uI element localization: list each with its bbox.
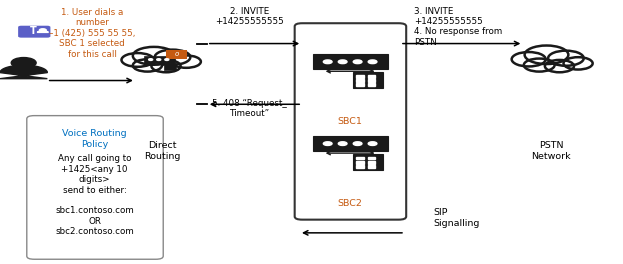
Text: SBC1: SBC1 [338, 117, 363, 126]
Bar [356, 157, 364, 159]
Bar [368, 83, 375, 86]
FancyBboxPatch shape [166, 50, 187, 59]
Circle shape [338, 142, 347, 145]
Circle shape [353, 142, 362, 145]
Bar [356, 161, 364, 164]
Bar [356, 165, 364, 168]
Bar [368, 157, 375, 159]
Circle shape [151, 60, 181, 72]
FancyBboxPatch shape [353, 154, 383, 170]
Text: 3. INVITE
+14255555555
4. No response from
PSTN: 3. INVITE +14255555555 4. No response fr… [414, 7, 503, 47]
Text: SIP
Signalling: SIP Signalling [433, 208, 479, 228]
Circle shape [149, 59, 153, 60]
Text: Direct
Routing: Direct Routing [144, 141, 180, 161]
Polygon shape [37, 31, 49, 32]
FancyBboxPatch shape [164, 63, 176, 70]
FancyBboxPatch shape [18, 26, 50, 38]
Circle shape [548, 51, 584, 66]
Text: 2. INVITE
+14255555555: 2. INVITE +14255555555 [215, 7, 283, 26]
Bar [356, 83, 364, 86]
FancyBboxPatch shape [313, 54, 388, 69]
FancyBboxPatch shape [313, 136, 388, 151]
Bar [368, 161, 375, 164]
Circle shape [157, 59, 161, 60]
Circle shape [323, 142, 332, 145]
Polygon shape [0, 65, 47, 79]
Circle shape [133, 47, 175, 65]
Circle shape [525, 45, 568, 64]
Circle shape [172, 55, 201, 68]
Text: PSTN
Network: PSTN Network [531, 141, 571, 161]
FancyBboxPatch shape [353, 72, 383, 88]
FancyBboxPatch shape [27, 116, 163, 259]
Circle shape [545, 60, 574, 72]
Text: 5. 408 “Request_
Timeout”: 5. 408 “Request_ Timeout” [212, 99, 287, 118]
Circle shape [368, 142, 377, 145]
Circle shape [353, 60, 362, 64]
Circle shape [323, 60, 332, 64]
Text: SBC2: SBC2 [338, 199, 363, 208]
Circle shape [133, 59, 162, 72]
Text: Voice Routing
Policy: Voice Routing Policy [62, 129, 127, 149]
Bar [356, 75, 364, 78]
Circle shape [338, 60, 347, 64]
Circle shape [155, 50, 191, 65]
Circle shape [11, 58, 36, 68]
Text: T: T [29, 26, 36, 36]
Bar [368, 79, 375, 82]
Circle shape [39, 29, 46, 32]
Bar [368, 165, 375, 168]
Circle shape [564, 57, 592, 69]
Bar [356, 79, 364, 82]
Text: Any call going to
+1425<any 10
digits>
send to either:

sbc1.contoso.com
OR
sbc2: Any call going to +1425<any 10 digits> s… [55, 154, 134, 236]
Circle shape [511, 52, 546, 67]
Circle shape [165, 59, 169, 60]
Text: o: o [174, 51, 179, 58]
Circle shape [121, 53, 154, 67]
FancyBboxPatch shape [295, 23, 406, 220]
Circle shape [368, 60, 377, 64]
Circle shape [524, 59, 554, 72]
Bar [368, 75, 375, 78]
FancyBboxPatch shape [144, 56, 175, 63]
Text: 1. User dials a
number
–1 (425) 555 55 55,
SBC 1 selected
for this call: 1. User dials a number –1 (425) 555 55 5… [49, 8, 135, 59]
